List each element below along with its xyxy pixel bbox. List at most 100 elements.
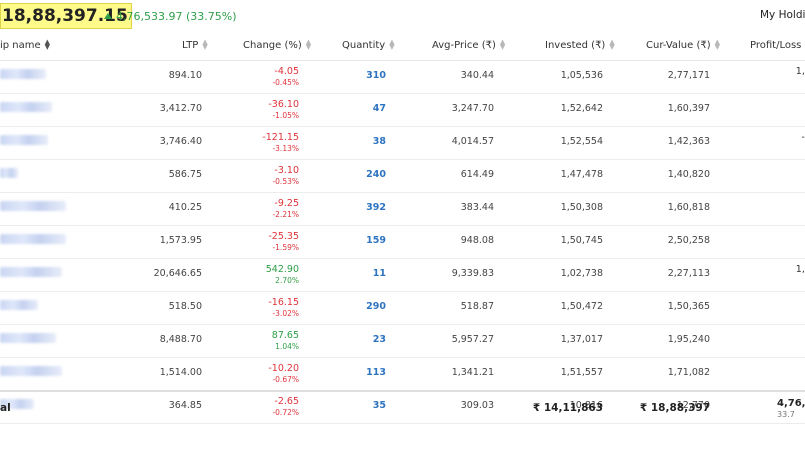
scrip-name-redacted[interactable]: [0, 333, 56, 343]
column-scrip-name[interactable]: ip name ▲ ▼: [0, 38, 51, 52]
total-row: al ₹ 14,11,863 ₹ 18,88,397 4,76,5 33.7: [0, 390, 805, 427]
quantity-cell[interactable]: 38: [372, 136, 386, 147]
ltp-cell: 20,646.65: [153, 268, 202, 279]
scrip-name-redacted[interactable]: [0, 234, 66, 244]
current-value-cell: 1,60,818: [667, 202, 710, 213]
table-row[interactable]: 1,514.00 -10.20 -0.67% 113 1,341.21 1,51,557 1…: [0, 357, 805, 391]
ltp-cell: 518.50: [168, 301, 202, 312]
change-cell: -4.05 -0.45%: [272, 66, 299, 87]
summary-bar: 18,88,397.15 4,76,533.97 (33.75%) My Hol…: [0, 0, 805, 30]
invested-cell: 1,52,554: [560, 136, 603, 147]
table-row[interactable]: 894.10 -4.05 -0.45% 310 340.44 1,05,536 2,77,1…: [0, 60, 805, 94]
avg-price-cell: 518.87: [460, 301, 494, 312]
scrip-name-redacted[interactable]: [0, 201, 66, 211]
column-avg-price[interactable]: Avg-Price (₹) ▲ ▼: [432, 38, 506, 52]
profit-loss-cell: -6,6-4.5: [766, 165, 805, 186]
current-value-cell: 1,60,397: [667, 103, 710, 114]
column-profit-loss[interactable]: Profit/Loss (%): [750, 40, 805, 51]
table-row[interactable]: 364.85-2.65-0.72%35309.0310,81612,7701,9…: [0, 390, 805, 424]
quantity-cell[interactable]: 35: [372, 400, 386, 411]
table-row[interactable]: 518.50 -16.15 -3.02% 290 518.87 1,50,472 1,50,…: [0, 291, 805, 325]
quantity-cell[interactable]: 11: [372, 268, 386, 279]
ltp-cell: 1,514.00: [159, 367, 202, 378]
avg-price-cell: 9,339.83: [451, 268, 494, 279]
current-value-cell: 2,27,113: [667, 268, 710, 279]
ltp-cell: 3,412.70: [159, 103, 202, 114]
change-cell: -36.10 -1.05%: [268, 99, 299, 120]
current-value-cell: 2,50,258: [667, 235, 710, 246]
quantity-cell[interactable]: 290: [366, 301, 386, 312]
avg-price-cell: 5,957.27: [451, 334, 494, 345]
invested-cell: 1,52,642: [560, 103, 603, 114]
ltp-cell: 410.25: [168, 202, 202, 213]
profit-loss-cell: 58,242.4: [766, 330, 805, 351]
change-cell: -9.25 -2.21%: [272, 198, 299, 219]
scrip-name-redacted[interactable]: [0, 366, 62, 376]
profit-loss-cell: 19,512.8: [766, 363, 805, 384]
avg-price-cell: 4,014.57: [451, 136, 494, 147]
table-row[interactable]: 8,488.70 87.65 1.04% 23 5,957.27 1,37,017 1,95…: [0, 324, 805, 358]
quantity-cell[interactable]: 392: [366, 202, 386, 213]
invested-cell: 1,50,308: [560, 202, 603, 213]
column-change[interactable]: Change (%) ▲ ▼: [243, 38, 312, 52]
profit-loss-cell: 7,75.0: [766, 99, 805, 120]
my-holdings-tab[interactable]: My Holdings: [760, 9, 805, 21]
column-ltp[interactable]: LTP ▲ ▼: [182, 38, 208, 52]
column-cur-value[interactable]: Cur-Value (₹) ▲ ▼: [646, 38, 721, 52]
ltp-cell: 894.10: [168, 70, 202, 81]
quantity-cell[interactable]: 47: [372, 103, 386, 114]
scrip-name-redacted[interactable]: [0, 168, 18, 178]
avg-price-cell: 614.49: [460, 169, 494, 180]
scrip-name-redacted[interactable]: [0, 267, 62, 277]
change-cell: -25.35 -1.59%: [268, 231, 299, 252]
current-value-cell: 2,77,171: [667, 70, 710, 81]
sort-icon: ▲ ▼: [305, 38, 312, 51]
current-value-cell: 12,770: [676, 400, 710, 411]
change-cell: 542.90 2.70%: [265, 264, 299, 285]
ltp-cell: 8,488.70: [159, 334, 202, 345]
invested-cell: 1,51,557: [560, 367, 603, 378]
change-cell: 87.65 1.04%: [271, 330, 299, 351]
ltp-cell: 364.85: [168, 400, 202, 411]
total-invested: ₹ 14,11,863: [532, 402, 603, 414]
scrip-name-redacted[interactable]: [0, 135, 48, 145]
quantity-cell[interactable]: 159: [366, 235, 386, 246]
scrip-name-redacted[interactable]: [0, 69, 46, 79]
table-row[interactable]: 586.75 -3.10 -0.53% 240 614.49 1,47,478 1,40,8…: [0, 159, 805, 193]
gain-up-arrow-icon: [104, 13, 112, 19]
profit-loss-cell: -1-0.0: [766, 297, 805, 318]
quantity-cell[interactable]: 113: [366, 367, 386, 378]
current-value-cell: 1,50,365: [667, 301, 710, 312]
avg-price-cell: 3,247.70: [451, 103, 494, 114]
sort-icon: ▲ ▼: [714, 38, 721, 51]
profit-loss-cell: 1,71,6162.6: [795, 66, 805, 87]
overall-gain: 4,76,533.97 (33.75%): [116, 10, 237, 23]
change-cell: -10.20 -0.67%: [268, 363, 299, 384]
profit-loss-cell: 1,24,3121.0: [795, 264, 805, 285]
scrip-name-redacted[interactable]: [0, 399, 34, 409]
ltp-cell: 586.75: [168, 169, 202, 180]
scrip-name-redacted[interactable]: [0, 102, 52, 112]
table-row[interactable]: 20,646.65 542.90 2.70% 11 9,339.83 1,02,738 2,…: [0, 258, 805, 292]
table-row[interactable]: 1,573.95 -25.35 -1.59% 159 948.08 1,50,745 2,5…: [0, 225, 805, 259]
ltp-cell: 1,573.95: [159, 235, 202, 246]
invested-cell: 1,37,017: [560, 334, 603, 345]
column-quantity[interactable]: Quantity ▲ ▼: [342, 38, 395, 52]
quantity-cell[interactable]: 23: [372, 334, 386, 345]
quantity-cell[interactable]: 310: [366, 70, 386, 81]
quantity-cell[interactable]: 240: [366, 169, 386, 180]
invested-cell: 1,50,472: [560, 301, 603, 312]
invested-cell: 1,50,745: [560, 235, 603, 246]
change-cell: -121.15 -3.13%: [262, 132, 299, 153]
table-row[interactable]: 410.25 -9.25 -2.21% 392 383.44 1,50,308 1,60,8…: [0, 192, 805, 226]
current-value-cell: 1,42,363: [667, 136, 710, 147]
scrip-name-redacted[interactable]: [0, 300, 38, 310]
column-invested[interactable]: Invested (₹) ▲ ▼: [545, 38, 615, 52]
table-row[interactable]: 3,412.70 -36.10 -1.05% 47 3,247.70 1,52,642 1,…: [0, 93, 805, 127]
avg-price-cell: 1,341.21: [451, 367, 494, 378]
avg-price-cell: 948.08: [460, 235, 494, 246]
sort-icon: ▲ ▼: [44, 38, 51, 51]
table-header: ip name ▲ ▼ LTP ▲ ▼ Change (%) ▲ ▼ Quantity ▲ ▼ …: [0, 32, 805, 61]
profit-loss-cell: 10,56.9: [766, 198, 805, 219]
table-row[interactable]: 3,746.40 -121.15 -3.13% 38 4,014.57 1,52,554 1…: [0, 126, 805, 160]
